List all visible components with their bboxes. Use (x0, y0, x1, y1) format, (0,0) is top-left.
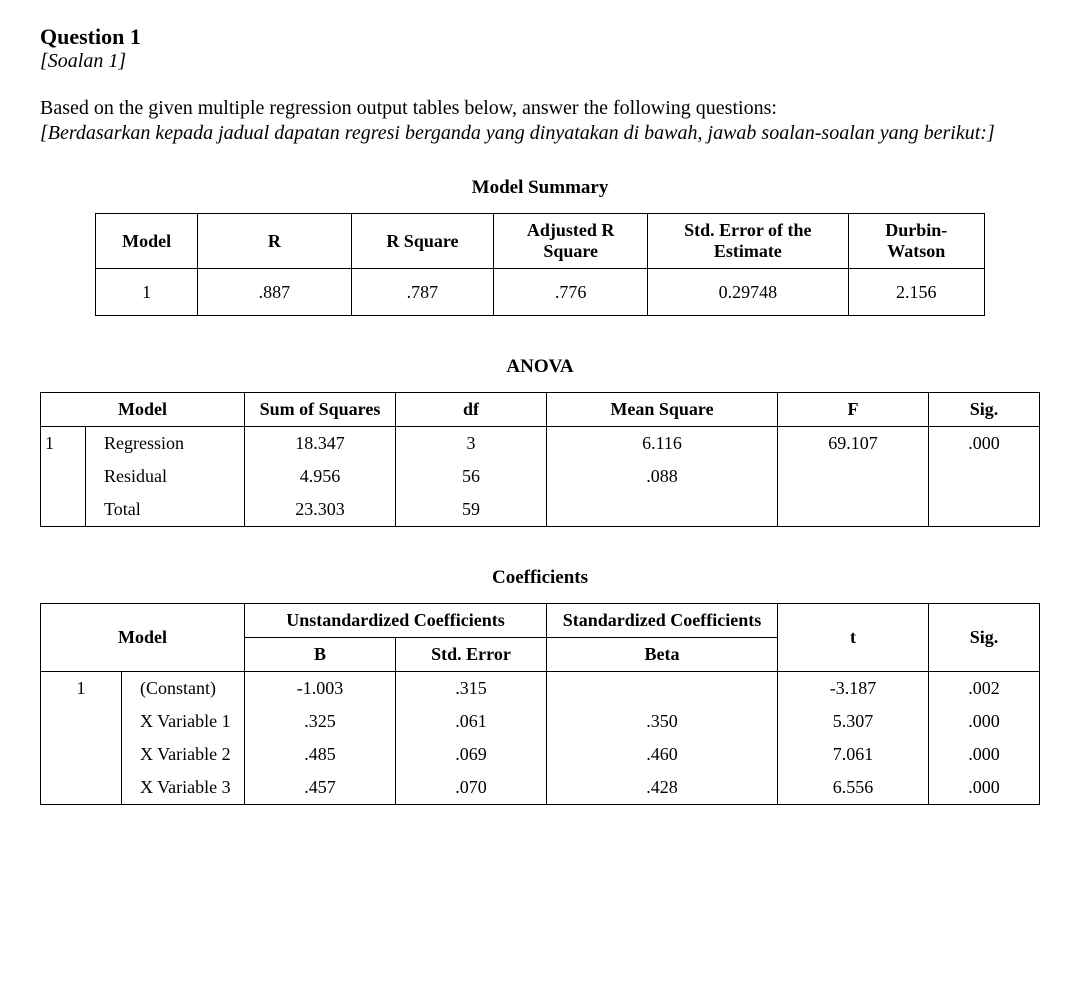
cell-sig: .000 (929, 738, 1040, 771)
cell-sig (929, 493, 1040, 527)
cell-df: 56 (396, 460, 547, 493)
model-summary-table: Model R R Square Adjusted R Square Std. … (95, 213, 985, 316)
coefficients-table: Model Unstandardized Coefficients Standa… (40, 603, 1040, 805)
cell-sig: .000 (929, 427, 1040, 461)
anova-title: ANOVA (40, 356, 1040, 378)
cell-sig: .000 (929, 771, 1040, 805)
col-dw: Durbin-Watson (848, 214, 984, 269)
intro-text-ms: [Berdasarkan kepada jadual dapatan regre… (40, 122, 1040, 145)
table-header-row: Model R R Square Adjusted R Square Std. … (96, 214, 985, 269)
cell-beta (547, 672, 778, 706)
model-summary-title: Model Summary (40, 177, 1040, 199)
col-model: Model (41, 393, 245, 427)
table-row: X Variable 1 .325 .061 .350 5.307 .000 (41, 705, 1040, 738)
col-t: t (778, 604, 929, 672)
col-df: df (396, 393, 547, 427)
col-beta: Beta (547, 638, 778, 672)
cell-rsq: .787 (351, 269, 494, 316)
col-se: Std. Error (396, 638, 547, 672)
cell-ms: .088 (547, 460, 778, 493)
cell-ss: 4.956 (245, 460, 396, 493)
cell-ss: 23.303 (245, 493, 396, 527)
cell-se: .069 (396, 738, 547, 771)
col-sig: Sig. (929, 604, 1040, 672)
table-row: 1 .887 .787 .776 0.29748 2.156 (96, 269, 985, 316)
cell-b: -1.003 (245, 672, 396, 706)
cell-t: 5.307 (778, 705, 929, 738)
table-row: X Variable 3 .457 .070 .428 6.556 .000 (41, 771, 1040, 805)
table-row: 1 (Constant) -1.003 .315 -3.187 .002 (41, 672, 1040, 706)
cell-model: 1 (96, 269, 198, 316)
coefficients-title: Coefficients (40, 567, 1040, 589)
col-adjrsq: Adjusted R Square (494, 214, 648, 269)
cell-se: .070 (396, 771, 547, 805)
cell-sig: .000 (929, 705, 1040, 738)
cell-label: (Constant) (122, 672, 245, 706)
cell-dw: 2.156 (848, 269, 984, 316)
table-row: Total 23.303 59 (41, 493, 1040, 527)
cell-label: Total (86, 493, 245, 527)
col-b: B (245, 638, 396, 672)
cell-t: 7.061 (778, 738, 929, 771)
cell-beta: .460 (547, 738, 778, 771)
col-f: F (778, 393, 929, 427)
table-row: X Variable 2 .485 .069 .460 7.061 .000 (41, 738, 1040, 771)
cell-b: .485 (245, 738, 396, 771)
cell-se: 0.29748 (648, 269, 849, 316)
col-group-std: Standardized Coefficients (547, 604, 778, 638)
cell-ss: 18.347 (245, 427, 396, 461)
cell-f (778, 460, 929, 493)
col-ss: Sum of Squares (245, 393, 396, 427)
cell-label: Regression (86, 427, 245, 461)
cell-model-no: 1 (41, 672, 122, 805)
cell-df: 3 (396, 427, 547, 461)
cell-label: X Variable 2 (122, 738, 245, 771)
col-sig: Sig. (929, 393, 1040, 427)
cell-f (778, 493, 929, 527)
table-header-row: Model Sum of Squares df Mean Square F Si… (41, 393, 1040, 427)
col-model: Model (96, 214, 198, 269)
cell-f: 69.107 (778, 427, 929, 461)
cell-model-no: 1 (41, 427, 86, 527)
question-subtitle: [Soalan 1] (40, 50, 1040, 73)
table-row: 1 Regression 18.347 3 6.116 69.107 .000 (41, 427, 1040, 461)
table-row: Residual 4.956 56 .088 (41, 460, 1040, 493)
cell-b: .325 (245, 705, 396, 738)
cell-r: .887 (198, 269, 351, 316)
cell-label: X Variable 3 (122, 771, 245, 805)
col-model: Model (41, 604, 245, 672)
cell-t: -3.187 (778, 672, 929, 706)
intro-text-en: Based on the given multiple regression o… (40, 97, 1040, 120)
cell-sig (929, 460, 1040, 493)
col-group-unstd: Unstandardized Coefficients (245, 604, 547, 638)
cell-df: 59 (396, 493, 547, 527)
question-title: Question 1 (40, 24, 1040, 50)
col-r: R (198, 214, 351, 269)
cell-ms (547, 493, 778, 527)
cell-beta: .428 (547, 771, 778, 805)
col-ms: Mean Square (547, 393, 778, 427)
page: Question 1 [Soalan 1] Based on the given… (0, 0, 1080, 985)
cell-adjrsq: .776 (494, 269, 648, 316)
cell-label: X Variable 1 (122, 705, 245, 738)
col-rsq: R Square (351, 214, 494, 269)
cell-beta: .350 (547, 705, 778, 738)
table-header-row: Model Unstandardized Coefficients Standa… (41, 604, 1040, 638)
cell-label: Residual (86, 460, 245, 493)
col-se: Std. Error of the Estimate (648, 214, 849, 269)
cell-ms: 6.116 (547, 427, 778, 461)
cell-sig: .002 (929, 672, 1040, 706)
cell-se: .315 (396, 672, 547, 706)
cell-b: .457 (245, 771, 396, 805)
cell-t: 6.556 (778, 771, 929, 805)
cell-se: .061 (396, 705, 547, 738)
anova-table: Model Sum of Squares df Mean Square F Si… (40, 392, 1040, 527)
